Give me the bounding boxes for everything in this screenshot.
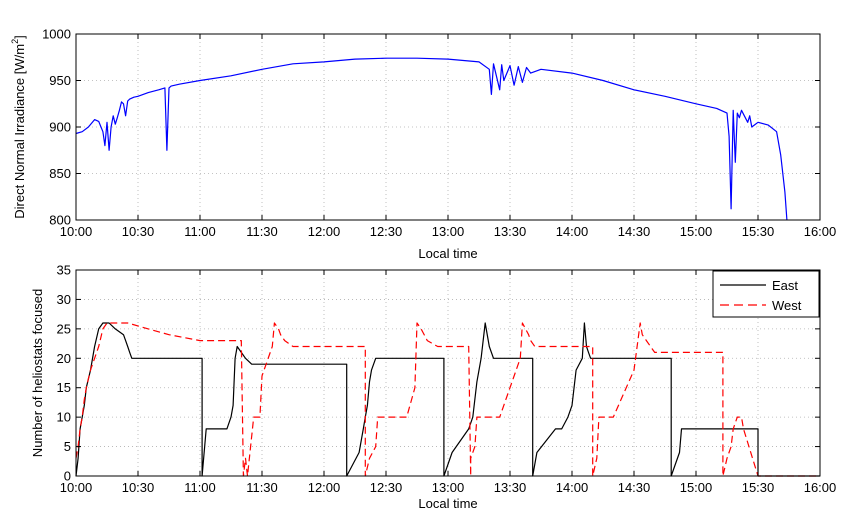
irradiance-x-tick-label-7: 13:30: [494, 224, 527, 239]
irradiance-y-axis-label-main: Direct Normal Irradiance [W/m: [12, 44, 27, 219]
irradiance-x-tick-label-1: 10:30: [122, 224, 155, 239]
heliostats-y-tick-label-4: 20: [57, 351, 71, 366]
heliostats-y-tick-label-5: 25: [57, 321, 71, 336]
heliostats-x-tick-label-0: 10:00: [60, 480, 93, 495]
heliostats-y-tick-label-7: 35: [57, 263, 71, 278]
irradiance-grid: [76, 34, 820, 220]
heliostats-y-axis-label: Number of heliostats focused: [30, 289, 45, 457]
heliostats-x-ticks: 10:00 10:30 11:00 11:30 12:00 12:30 13:00 13:30…: [60, 270, 837, 495]
heliostats-y-tick-label-6: 30: [57, 292, 71, 307]
irradiance-chart: 10:00 10:30 11:00 11:30 12:00 12:30 13:00 13:30…: [10, 27, 836, 262]
irradiance-x-tick-label-3: 11:30: [246, 224, 278, 239]
heliostats-series-line-west: [75, 322, 820, 477]
irradiance-x-tick-label-2: 11:00: [184, 224, 216, 239]
legend-label-east: East: [772, 278, 798, 293]
irradiance-x-ticks: 10:00 10:30 11:00 11:30 12:00 12:30 13:00 13:30…: [60, 34, 837, 239]
irradiance-y-tick-label-3: 950: [49, 73, 71, 88]
irradiance-y-tick-label-4: 1000: [42, 27, 71, 42]
irradiance-x-tick-label-6: 13:00: [432, 224, 465, 239]
heliostats-x-tick-label-10: 15:00: [680, 480, 713, 495]
irradiance-series-line-0: [75, 57, 788, 221]
heliostats-series-line-east: [75, 322, 820, 477]
legend-box: [712, 270, 820, 318]
heliostats-x-tick-label-6: 13:00: [432, 480, 465, 495]
heliostats-x-tick-label-12: 16:00: [804, 480, 837, 495]
irradiance-x-tick-label-9: 14:30: [618, 224, 651, 239]
heliostats-x-tick-label-2: 11:00: [184, 480, 216, 495]
heliostats-y-ticks: 0 5 10 15 20 25 30 35: [57, 263, 820, 484]
heliostats-grid: [76, 270, 820, 476]
irradiance-x-tick-label-4: 12:00: [308, 224, 341, 239]
irradiance-x-tick-label-11: 15:30: [742, 224, 775, 239]
irradiance-x-axis-label: Local time: [418, 246, 477, 261]
heliostats-y-tick-label-2: 10: [57, 410, 71, 425]
irradiance-y-axis-label-end: ]: [12, 35, 27, 39]
heliostats-x-tick-label-8: 14:00: [556, 480, 589, 495]
irradiance-y-tick-label-0: 800: [49, 213, 71, 228]
heliostats-y-tick-label-1: 5: [64, 439, 71, 454]
irradiance-x-tick-label-8: 14:00: [556, 224, 589, 239]
irradiance-x-tick-label-5: 12:30: [370, 224, 403, 239]
heliostats-y-tick-label-3: 15: [57, 380, 71, 395]
heliostats-x-tick-label-1: 10:30: [122, 480, 155, 495]
irradiance-y-axis-label: Direct Normal Irradiance [W/m2]: [10, 35, 27, 218]
legend-label-west: West: [772, 298, 802, 313]
heliostats-x-tick-label-7: 13:30: [494, 480, 527, 495]
heliostats-x-tick-label-11: 15:30: [742, 480, 775, 495]
heliostats-legend: East West: [712, 270, 820, 318]
irradiance-x-tick-label-0: 10:00: [60, 224, 93, 239]
irradiance-y-axis-label-sup: 2: [10, 39, 20, 44]
heliostats-x-tick-label-4: 12:00: [308, 480, 341, 495]
heliostats-chart: 10:00 10:30 11:00 11:30 12:00 12:30 13:00 13:30…: [30, 263, 836, 511]
heliostats-x-tick-label-5: 12:30: [370, 480, 403, 495]
irradiance-series: [75, 57, 788, 221]
heliostats-x-axis-label: Local time: [418, 496, 477, 511]
heliostats-x-tick-label-3: 11:30: [246, 480, 278, 495]
heliostats-y-tick-label-0: 0: [64, 469, 71, 484]
irradiance-x-tick-label-10: 15:00: [680, 224, 713, 239]
irradiance-y-ticks: 800 850 900 950 1000: [42, 27, 820, 228]
irradiance-y-tick-label-2: 900: [49, 120, 71, 135]
heliostats-x-tick-label-9: 14:30: [618, 480, 651, 495]
heliostats-series: [75, 322, 820, 477]
irradiance-x-tick-label-12: 16:00: [804, 224, 837, 239]
heliostats-plot-frame: [75, 269, 821, 477]
irradiance-y-tick-label-1: 850: [49, 166, 71, 181]
